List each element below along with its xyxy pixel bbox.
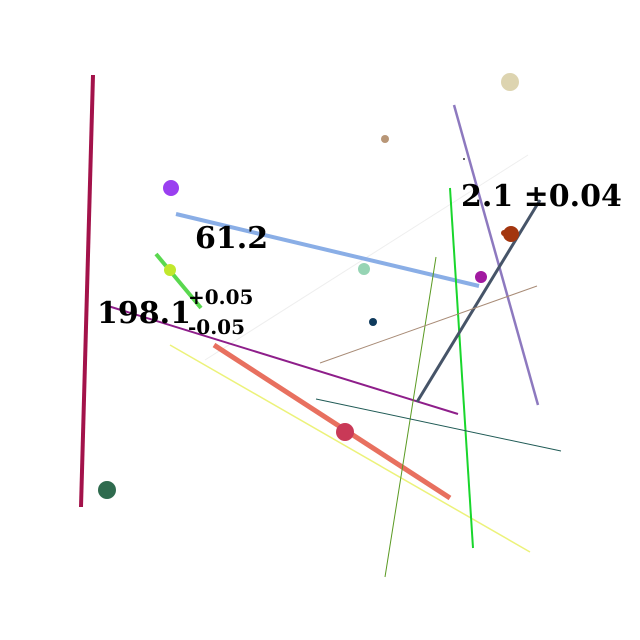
salmon-line xyxy=(212,342,452,501)
tan-dot xyxy=(381,135,389,143)
tan-line xyxy=(319,285,538,364)
rose-dot xyxy=(336,423,354,441)
slate-line xyxy=(415,199,542,403)
teal-line xyxy=(315,398,562,452)
yellow-line xyxy=(169,344,531,553)
value-label-198: 198.1 xyxy=(97,296,191,331)
green-line xyxy=(449,187,474,549)
violet-dot xyxy=(163,180,179,196)
value-label-198-plus: +0.05 xyxy=(188,285,253,309)
rust-dot-small xyxy=(501,230,507,236)
blue-line xyxy=(175,212,480,288)
value-label-198-minus: -0.05 xyxy=(188,315,245,339)
value-label-61: 61.2 xyxy=(195,221,268,256)
lavender-line xyxy=(452,104,540,406)
forest-dot xyxy=(98,481,116,499)
value-label-2-1: 2.1 ±0.04 xyxy=(461,179,622,214)
purple-line xyxy=(107,305,459,415)
olive-line xyxy=(384,256,437,578)
speck-dot xyxy=(463,158,465,160)
crimson-line xyxy=(79,74,95,508)
magenta-dot xyxy=(475,271,487,283)
navy-dot xyxy=(369,318,377,326)
mint-dot xyxy=(358,263,370,275)
lime-line xyxy=(154,252,203,310)
beige-dot xyxy=(501,73,519,91)
lime-dot xyxy=(164,264,176,276)
rust-dot xyxy=(503,226,519,242)
